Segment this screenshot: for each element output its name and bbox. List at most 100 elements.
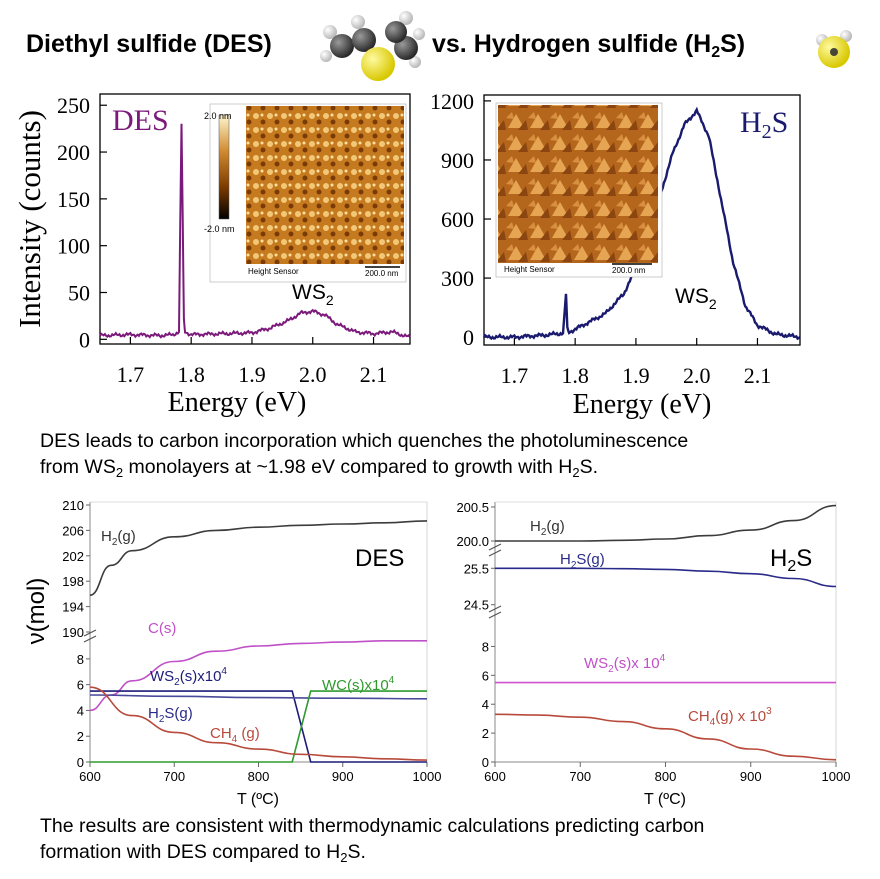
y-tick-label: 198	[62, 574, 84, 589]
y-tick-label: 50	[68, 281, 90, 306]
x-tick-label: 1000	[413, 769, 442, 784]
series-line-c-s-	[89, 640, 427, 712]
afm-scale-top: 2.0 nm	[204, 111, 232, 121]
diethyl-sulfide-molecule-icon	[320, 11, 425, 81]
y-tick-label: 4	[77, 703, 84, 718]
x-tick-label: 600	[79, 769, 101, 784]
label-ws2-des: WS2(s)x104	[150, 666, 227, 688]
pl-des-frame	[99, 93, 411, 345]
y-tick-label: 210	[62, 498, 84, 513]
afm-caption-h2s: Height Sensor	[504, 265, 555, 274]
pl-h2s-afm-inset: Height Sensor 200.0 nm	[495, 102, 663, 278]
label-ws2-h2s: WS2(s)x 104	[584, 653, 666, 675]
hydrogen-sulfide-molecule-icon	[816, 30, 852, 68]
y-tick-label: 900	[441, 148, 474, 173]
y-tick-label: 194	[62, 600, 84, 615]
label-h2-des: H2(g)	[101, 528, 136, 548]
pl-des-panel-label: DES	[112, 104, 169, 137]
y-tick-label: 200.5	[456, 500, 489, 515]
series-line-ch4-g-	[89, 686, 428, 761]
y-tick-label: 8	[77, 652, 84, 667]
x-tick-label: 1.8	[561, 363, 589, 388]
pl-h2s-xlabel: Energy (eV)	[573, 389, 712, 420]
series-line-h2s-g-	[89, 694, 428, 700]
series-line-wc-s-x10-4	[90, 690, 427, 763]
y-tick-label: 190	[62, 625, 84, 640]
x-tick-label: 800	[248, 769, 270, 784]
afm-scalebar-h2s: 200.0 nm	[612, 266, 646, 275]
x-tick-label: 2.1	[744, 363, 772, 388]
y-tick-label: 8	[482, 639, 489, 654]
y-tick-label: 300	[441, 266, 474, 291]
pl-des-ylabel: Intensity (counts)	[12, 110, 47, 328]
label-h2-h2s: H2(g)	[530, 518, 565, 538]
thermo-des-panel-label: DES	[355, 545, 404, 572]
y-tick-label: 25.5	[464, 561, 489, 576]
x-tick-label: 1000	[822, 769, 851, 784]
y-tick-label: 6	[77, 678, 84, 693]
y-tick-label: 2	[482, 726, 489, 741]
x-tick-label: 700	[163, 769, 185, 784]
thermo-h2s-panel-label: H2S	[770, 545, 812, 575]
x-tick-label: 1.7	[117, 362, 145, 387]
pl-des-xlabel: Energy (eV)	[168, 387, 307, 418]
page-title-h2s: vs. Hydrogen sulfide (H2S)	[432, 30, 746, 61]
series-line-h2-g-	[494, 504, 837, 542]
y-tick-label: 0	[79, 327, 90, 352]
y-tick-label: 600	[441, 207, 474, 232]
thermo-h2s-xlabel: T (ºC)	[644, 791, 686, 808]
x-tick-label: 2.0	[299, 362, 327, 387]
x-tick-label: 1.9	[622, 363, 650, 388]
pl-des-axes: 1.7 1.8 1.9 2.0 2.1 0 50 100 150 200 250	[57, 93, 387, 387]
label-wc-des: WC(s)x104	[322, 675, 395, 694]
title-h2s: vs. Hydrogen sulfide (H	[432, 30, 712, 58]
x-tick-label: 900	[332, 769, 354, 784]
label-ch4-des: CH4 (g)	[210, 725, 260, 745]
y-tick-label: 2	[77, 729, 84, 744]
y-tick-label: 202	[62, 549, 84, 564]
y-tick-label: 206	[62, 523, 84, 538]
y-tick-label: 1200	[430, 89, 474, 114]
pl-des-series-line	[99, 123, 411, 339]
label-cs-des: C(s)	[148, 620, 176, 637]
thermo-caption: The results are consistent with thermody…	[40, 815, 705, 865]
pl-h2s-frame	[483, 94, 801, 346]
x-tick-label: 1.7	[501, 363, 529, 388]
y-tick-label: 0	[77, 755, 84, 770]
x-tick-label: 900	[740, 769, 762, 784]
pl-h2s-axes: 1.7 1.8 1.9 2.0 2.1 0 300 600 900 1200	[430, 89, 771, 388]
pl-des-afm-inset: 2.0 nm -2.0 nm Height Sensor 200.0 nm	[204, 103, 407, 283]
y-tick-label: 6	[482, 668, 489, 683]
x-tick-label: 2.1	[360, 362, 388, 387]
y-tick-label: 100	[57, 234, 90, 259]
x-tick-label: 800	[655, 769, 677, 784]
thermo-h2s-panel: 600 700 800 900 1000200.0200.524.525.502468 …	[456, 500, 850, 808]
y-tick-label: 4	[482, 697, 489, 712]
afm-scale-bottom: -2.0 nm	[204, 224, 235, 234]
afm-caption: Height Sensor	[248, 267, 299, 276]
series-line-h2-g-	[89, 520, 428, 596]
series-line-h2s-g-	[495, 567, 837, 588]
y-tick-label: 0	[463, 325, 474, 350]
x-tick-label: 700	[569, 769, 591, 784]
y-tick-label: 0	[482, 755, 489, 770]
thermo-des-xlabel: T (ºC)	[237, 791, 279, 808]
y-tick-label: 200.0	[456, 534, 489, 549]
y-tick-label: 150	[57, 187, 90, 212]
page-title: Diethyl sulfide (DES)	[26, 30, 272, 59]
y-tick-label: 24.5	[464, 598, 489, 613]
x-tick-label: 600	[484, 769, 506, 784]
label-h2s-des: H2S(g)	[148, 705, 193, 725]
thermo-des-ylabel: ν(mol)	[23, 578, 50, 645]
pl-caption: DES leads to carbon incorporation which …	[40, 430, 689, 480]
series-line-ch4-g-x10-3	[494, 713, 837, 761]
title-des: Diethyl sulfide (DES)	[26, 30, 272, 58]
x-tick-label: 1.8	[177, 362, 205, 387]
y-tick-label: 250	[57, 93, 90, 118]
x-tick-label: 2.0	[683, 363, 711, 388]
label-ch4-h2s: CH4(g) x 103	[688, 706, 772, 728]
afm-scalebar: 200.0 nm	[365, 269, 399, 278]
thermo-des-panel: 600 700 800 900 100019019419820220621002468 …	[23, 498, 441, 808]
